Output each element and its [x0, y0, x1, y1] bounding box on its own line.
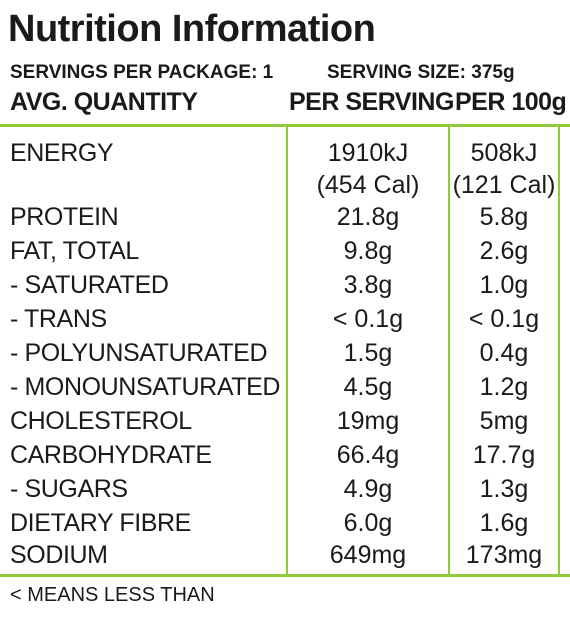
per-100g-value: 173mg	[465, 541, 543, 569]
table-row: PROTEIN 21.8g 5.8g	[0, 200, 570, 234]
column-header-per-100g: PER 100g	[455, 88, 567, 116]
table-row: - TRANS < 0.1g < 0.1g	[0, 302, 570, 336]
serving-size: SERVING SIZE: 375g	[327, 62, 515, 83]
per-100g-value: 5mg	[479, 407, 529, 435]
per-serving-value: 9.8g	[343, 237, 393, 265]
nutrient-name: PROTEIN	[10, 203, 119, 231]
column-divider-2	[448, 126, 450, 575]
per-100g-value: < 0.1g	[468, 305, 540, 333]
column-header-per-serving: PER SERVING	[289, 88, 454, 116]
per-100g-kj: 508kJ	[470, 139, 538, 167]
nutrient-name: FAT, TOTAL	[10, 237, 139, 265]
per-100g-cal: (121 Cal)	[452, 171, 556, 199]
per-100g-value: 1.6g	[479, 509, 529, 537]
per-serving-kj: 1910kJ	[327, 139, 409, 167]
per-serving-value: 649mg	[329, 541, 407, 569]
nutrient-name: - TRANS	[10, 305, 107, 333]
table-row: CARBOHYDRATE 66.4g 17.7g	[0, 438, 570, 472]
table-row: - SATURATED 3.8g 1.0g	[0, 268, 570, 302]
table-row: SODIUM 649mg 173mg	[0, 538, 570, 572]
per-100g-value: 1.0g	[479, 271, 529, 299]
nutrient-name: ENERGY	[10, 139, 114, 167]
per-100g-value: 17.7g	[472, 441, 536, 469]
table-row: FAT, TOTAL 9.8g 2.6g	[0, 234, 570, 268]
nutrient-name: - SATURATED	[10, 271, 169, 299]
table-row-energy-cal: (454 Cal) (121 Cal)	[0, 168, 570, 202]
bottom-divider	[0, 574, 570, 577]
nutrient-name: SODIUM	[10, 541, 108, 569]
page-title: Nutrition Information	[8, 8, 376, 50]
per-100g-value: 0.4g	[479, 339, 529, 367]
per-serving-value: 19mg	[336, 407, 400, 435]
column-header-quantity: AVG. QUANTITY	[10, 88, 198, 116]
table-row-energy: ENERGY 1910kJ 508kJ	[0, 136, 570, 170]
table-row: - POLYUNSATURATED 1.5g 0.4g	[0, 336, 570, 370]
nutrient-name: - MONOUNSATURATED	[10, 373, 281, 401]
per-100g-value: 2.6g	[479, 237, 529, 265]
footnote: < MEANS LESS THAN	[10, 584, 215, 606]
per-100g-value: 1.3g	[479, 475, 529, 503]
per-100g-value: 1.2g	[479, 373, 529, 401]
nutrient-name: CHOLESTEROL	[10, 407, 192, 435]
table-row: CHOLESTEROL 19mg 5mg	[0, 404, 570, 438]
per-serving-value: 66.4g	[336, 441, 400, 469]
servings-per-package: SERVINGS PER PACKAGE: 1	[10, 62, 274, 83]
per-serving-value: 4.9g	[343, 475, 393, 503]
top-divider	[0, 124, 570, 127]
per-serving-value: 1.5g	[343, 339, 393, 367]
nutrient-name: - SUGARS	[10, 475, 128, 503]
table-row: - MONOUNSATURATED 4.5g 1.2g	[0, 370, 570, 404]
nutrient-name: - POLYUNSATURATED	[10, 339, 268, 367]
per-serving-value: 4.5g	[343, 373, 393, 401]
column-divider-3	[558, 126, 560, 575]
per-serving-value: 6.0g	[343, 509, 393, 537]
per-100g-value: 5.8g	[479, 203, 529, 231]
table-row: DIETARY FIBRE 6.0g 1.6g	[0, 506, 570, 540]
per-serving-value: 3.8g	[343, 271, 393, 299]
table-row: - SUGARS 4.9g 1.3g	[0, 472, 570, 506]
per-serving-value: 21.8g	[336, 203, 400, 231]
column-divider-1	[286, 126, 288, 575]
per-serving-value: < 0.1g	[332, 305, 404, 333]
nutrient-name: CARBOHYDRATE	[10, 441, 212, 469]
nutrient-name: DIETARY FIBRE	[10, 509, 191, 537]
per-serving-cal: (454 Cal)	[316, 171, 420, 199]
